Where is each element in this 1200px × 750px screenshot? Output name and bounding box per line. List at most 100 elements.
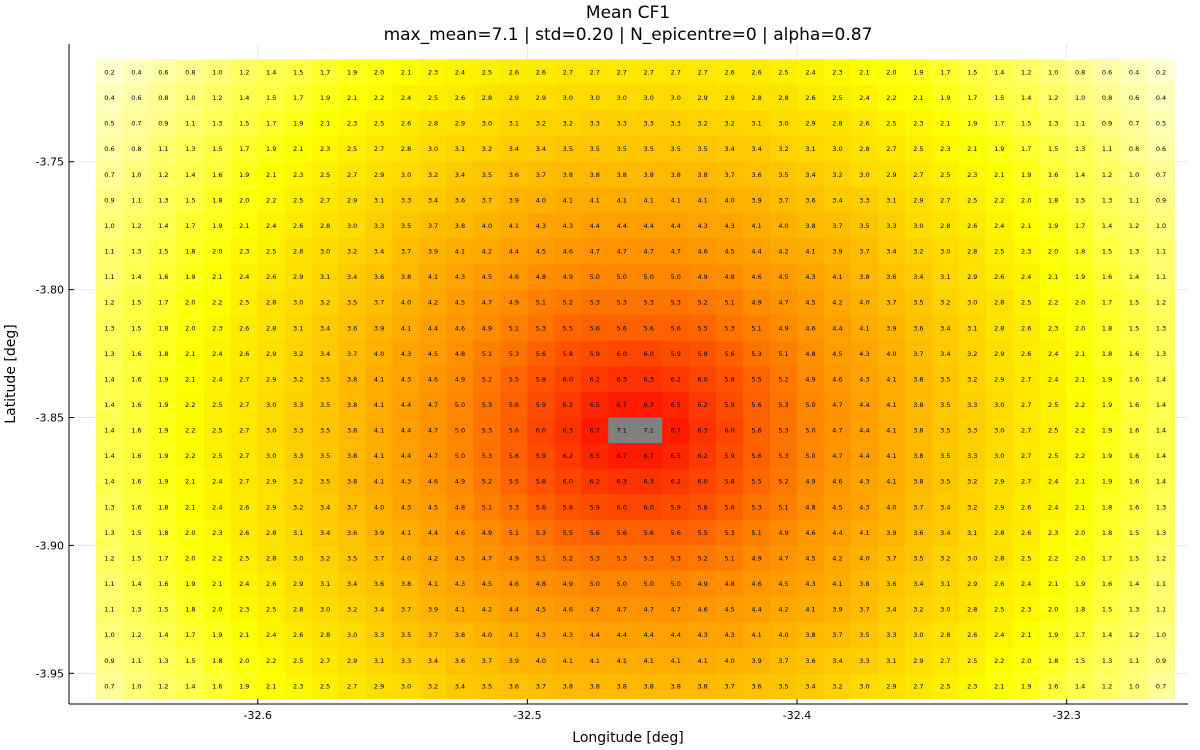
heatmap-cell <box>689 289 717 316</box>
heatmap-cell <box>230 340 259 367</box>
cell-value-label: 2.5 <box>428 94 438 102</box>
heatmap-cell <box>365 391 393 418</box>
heatmap-cell <box>527 59 555 86</box>
cell-value-label: 3.5 <box>482 171 492 179</box>
cell-value-label: 5.6 <box>536 503 546 511</box>
cell-value-label: 1.9 <box>293 120 303 128</box>
heatmap-cell <box>662 494 690 521</box>
cell-value-label: 4.4 <box>644 631 654 639</box>
cell-value-label: 4.1 <box>563 657 573 665</box>
cell-value-label: 3.4 <box>913 273 923 281</box>
cell-value-label: 3.4 <box>886 248 896 256</box>
cell-value-label: 2.3 <box>428 68 438 76</box>
cell-value-label: 4.2 <box>428 299 438 307</box>
cell-value-label: 3.6 <box>751 682 761 690</box>
heatmap-cell <box>473 187 501 214</box>
cell-value-label: 3.6 <box>374 273 384 281</box>
cell-value-label: 3.5 <box>940 452 950 460</box>
heatmap-cell <box>797 84 825 111</box>
heatmap-cell <box>689 161 717 188</box>
cell-value-label: 1.4 <box>994 68 1004 76</box>
cell-value-label: 4.5 <box>455 554 465 562</box>
cell-value-label: 4.5 <box>482 273 492 281</box>
cell-value-label: 4.0 <box>482 631 492 639</box>
cell-value-label: 1.3 <box>104 324 114 332</box>
heatmap-cell <box>473 84 501 111</box>
cell-value-label: 3.0 <box>994 427 1004 435</box>
heatmap-cell <box>500 315 528 342</box>
cell-value-label: 4.9 <box>778 529 788 537</box>
heatmap-cell <box>446 391 474 418</box>
heatmap-cell <box>365 340 393 367</box>
heatmap-cell <box>743 161 771 188</box>
heatmap-cell <box>95 519 124 546</box>
heatmap-cell <box>850 187 879 214</box>
heatmap-cell <box>392 417 420 444</box>
cell-value-label: 5.9 <box>724 452 734 460</box>
cell-value-label: 3.0 <box>320 248 330 256</box>
heatmap-cell <box>284 519 313 546</box>
heatmap-cell <box>1066 289 1095 316</box>
cell-value-label: 2.3 <box>1021 606 1031 614</box>
heatmap-cell <box>823 340 852 367</box>
heatmap-cell <box>581 366 609 393</box>
cell-value-label: 4.6 <box>428 375 438 383</box>
heatmap-cell <box>1147 443 1175 470</box>
cell-value-label: 3.6 <box>805 657 815 665</box>
heatmap-cell <box>257 570 286 597</box>
heatmap-cell <box>1093 289 1121 316</box>
heatmap-cell <box>95 468 124 495</box>
heatmap-cell <box>1147 187 1175 214</box>
cell-value-label: 1.2 <box>131 222 141 230</box>
cell-value-label: 6.3 <box>617 478 627 486</box>
heatmap-cell <box>203 59 232 86</box>
heatmap-cell <box>877 391 906 418</box>
heatmap-cell <box>176 570 205 597</box>
cell-value-label: 1.9 <box>1102 401 1112 409</box>
heatmap-cell <box>392 494 420 521</box>
heatmap-cell <box>958 417 987 444</box>
heatmap-cell <box>203 340 232 367</box>
cell-value-label: 4.5 <box>832 350 842 358</box>
heatmap-cell <box>850 366 879 393</box>
heatmap-cell <box>365 647 393 674</box>
heatmap-cell <box>95 570 124 597</box>
cell-value-label: 4.4 <box>671 631 681 639</box>
cell-value-label: 1.0 <box>212 68 222 76</box>
heatmap-cell <box>257 519 286 546</box>
heatmap-cell <box>689 468 717 495</box>
heatmap-cell <box>149 468 178 495</box>
cell-value-label: 1.6 <box>131 427 141 435</box>
heatmap-cell <box>1066 161 1095 188</box>
heatmap-cell <box>608 110 636 137</box>
cell-value-label: 2.6 <box>266 273 276 281</box>
cell-value-label: 3.2 <box>697 120 707 128</box>
heatmap-cell <box>635 647 663 674</box>
cell-value-label: 2.2 <box>1075 401 1085 409</box>
cell-value-label: 3.2 <box>482 145 492 153</box>
heatmap-cell <box>149 391 178 418</box>
cell-value-label: 6.3 <box>563 427 573 435</box>
heatmap-cell <box>770 264 798 290</box>
heatmap-cell <box>877 622 906 649</box>
heatmap-cell <box>311 264 340 290</box>
cell-value-label: 4.7 <box>428 401 438 409</box>
cell-value-label: 3.1 <box>293 529 303 537</box>
cell-value-label: 3.8 <box>401 273 411 281</box>
heatmap-cell <box>958 187 987 214</box>
cell-value-label: 1.7 <box>940 68 950 76</box>
heatmap-cell <box>850 136 879 163</box>
cell-value-label: 3.0 <box>320 606 330 614</box>
cell-value-label: 1.8 <box>1048 657 1058 665</box>
heatmap-cell <box>554 622 582 649</box>
heatmap-cell <box>689 596 717 623</box>
cell-value-label: 3.4 <box>347 273 357 281</box>
heatmap-cell <box>743 136 771 163</box>
heatmap-cell <box>1012 417 1041 444</box>
heatmap-cell <box>419 545 447 572</box>
cell-value-label: 1.6 <box>1129 350 1139 358</box>
cell-value-label: 3.0 <box>563 94 573 102</box>
cell-value-label: 3.2 <box>967 503 977 511</box>
cell-value-label: 4.6 <box>805 324 815 332</box>
cell-value-label: 5.3 <box>751 503 761 511</box>
